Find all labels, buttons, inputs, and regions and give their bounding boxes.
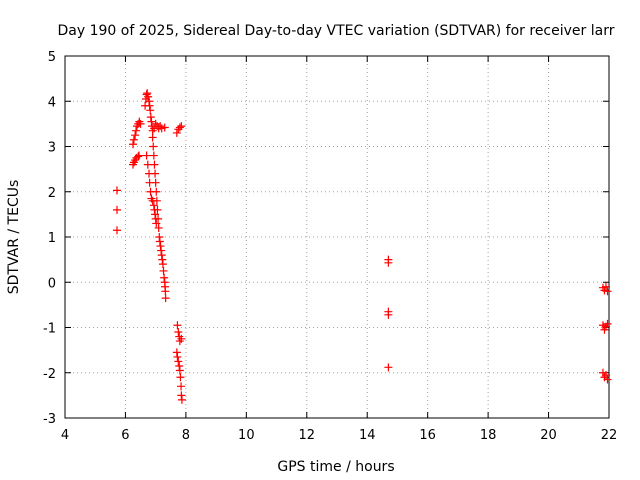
data-point (384, 258, 393, 267)
x-tick-label: 8 (182, 428, 190, 443)
data-point (153, 205, 162, 214)
data-point (129, 135, 138, 144)
data-point (154, 214, 163, 223)
data-point (154, 223, 163, 232)
grid-lines (65, 56, 609, 418)
data-point (134, 152, 143, 161)
data-point (160, 123, 169, 132)
data-point (603, 319, 612, 328)
data-point (112, 205, 121, 214)
x-tick-label: 18 (480, 428, 497, 443)
data-point (146, 106, 155, 115)
y-tick-label: 3 (48, 141, 56, 156)
data-point (172, 128, 181, 137)
data-point (177, 391, 186, 400)
y-tick-label: -2 (43, 367, 56, 382)
data-point (155, 237, 164, 246)
data-point (143, 89, 152, 98)
data-point (158, 255, 167, 264)
data-point (132, 126, 141, 135)
data-point (156, 242, 165, 251)
data-point (142, 151, 151, 160)
chart-title: Day 190 of 2025, Sidereal Day-to-day VTE… (58, 23, 615, 39)
y-tick-label: 5 (48, 50, 56, 65)
data-point (173, 352, 182, 361)
y-tick-label: 4 (48, 95, 56, 110)
data-point (151, 178, 160, 187)
x-tick-label: 6 (121, 428, 129, 443)
data-point (144, 92, 153, 101)
y-tick-label: 0 (48, 276, 56, 291)
data-point (151, 169, 160, 178)
data-point (112, 186, 121, 195)
data-point (149, 151, 158, 160)
data-point (161, 287, 170, 296)
data-point (136, 119, 145, 128)
data-point (177, 382, 186, 391)
data-point (177, 122, 186, 131)
data-point (112, 226, 121, 235)
data-point (601, 282, 610, 291)
data-point (149, 142, 158, 151)
data-point (131, 131, 140, 140)
data-point (152, 187, 161, 196)
data-point (601, 371, 610, 380)
data-point (129, 140, 137, 149)
data-point (174, 328, 183, 337)
data-point (176, 373, 185, 382)
data-point (174, 357, 183, 366)
x-tick-label: 22 (601, 428, 618, 443)
x-tick-label: 10 (238, 428, 255, 443)
x-axis-label: GPS time / hours (277, 459, 394, 475)
data-points (112, 89, 612, 404)
y-tick-label: 1 (48, 231, 56, 246)
data-point (145, 97, 154, 106)
data-point (146, 113, 155, 122)
data-point (172, 348, 181, 357)
data-point (152, 219, 161, 228)
y-tick-label: 2 (48, 186, 56, 201)
data-point (177, 395, 186, 404)
data-point (175, 361, 184, 370)
data-point (147, 117, 156, 126)
x-tick-label: 14 (359, 428, 376, 443)
data-point (149, 201, 158, 210)
data-point (384, 310, 393, 319)
data-point (175, 123, 184, 132)
data-point (603, 375, 612, 384)
data-point (148, 133, 157, 142)
data-point (159, 266, 168, 275)
data-point (175, 366, 184, 375)
x-tick-label: 12 (299, 428, 316, 443)
data-point (603, 287, 612, 296)
data-point (177, 334, 186, 343)
data-point (152, 196, 161, 205)
data-point (157, 246, 166, 255)
data-point (158, 260, 167, 269)
data-point (384, 363, 393, 372)
data-point (157, 251, 166, 260)
y-axis-label: SDTVAR / TECUs (6, 180, 22, 295)
y-tick-label: -1 (43, 322, 56, 337)
data-point (161, 294, 170, 303)
data-point (145, 101, 154, 110)
data-point (135, 151, 144, 160)
y-tick-label: -3 (43, 412, 56, 427)
x-tick-label: 20 (540, 428, 557, 443)
data-point (150, 160, 159, 169)
data-point (173, 321, 182, 330)
x-tick-label: 4 (61, 428, 69, 443)
data-point (160, 273, 169, 282)
data-point (151, 210, 160, 219)
x-tick-label: 16 (419, 428, 436, 443)
data-point (155, 233, 164, 241)
